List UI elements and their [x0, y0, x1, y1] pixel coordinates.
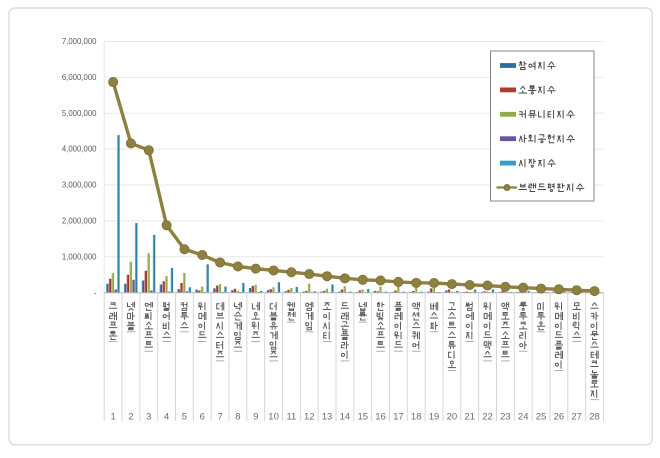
svg-text:7,000,000: 7,000,000: [62, 37, 97, 46]
svg-text:4: 4: [164, 412, 169, 423]
svg-text:17: 17: [393, 412, 404, 423]
svg-text:5,000,000: 5,000,000: [62, 109, 97, 118]
svg-text:6: 6: [200, 412, 205, 423]
svg-text:13: 13: [322, 412, 333, 423]
svg-text:28: 28: [589, 412, 600, 423]
svg-text:14: 14: [340, 412, 351, 423]
svg-text:11: 11: [286, 412, 296, 423]
svg-text:19: 19: [429, 412, 440, 423]
svg-text:16: 16: [375, 412, 386, 423]
svg-text:23: 23: [500, 412, 511, 423]
svg-text:22: 22: [482, 412, 493, 423]
svg-text:8: 8: [235, 412, 240, 423]
svg-text:5: 5: [182, 412, 187, 423]
svg-text:3: 3: [146, 412, 151, 423]
svg-text:12: 12: [304, 412, 315, 423]
svg-text:2: 2: [128, 412, 133, 423]
svg-text:-: -: [94, 288, 97, 297]
svg-text:15: 15: [357, 412, 368, 423]
svg-text:24: 24: [518, 412, 529, 423]
svg-text:1: 1: [110, 412, 115, 423]
svg-text:6,000,000: 6,000,000: [62, 73, 97, 82]
svg-text:9: 9: [253, 412, 258, 423]
svg-text:26: 26: [554, 412, 565, 423]
svg-text:18: 18: [411, 412, 422, 423]
svg-text:21: 21: [464, 412, 475, 423]
svg-text:27: 27: [571, 412, 582, 423]
svg-text:4,000,000: 4,000,000: [62, 145, 97, 154]
svg-text:20: 20: [447, 412, 458, 423]
svg-text:10: 10: [268, 412, 279, 423]
svg-text:1,000,000: 1,000,000: [62, 252, 97, 261]
svg-text:2,000,000: 2,000,000: [62, 217, 97, 226]
svg-text:25: 25: [536, 412, 547, 423]
svg-text:7: 7: [217, 412, 222, 423]
svg-text:3,000,000: 3,000,000: [62, 181, 97, 190]
